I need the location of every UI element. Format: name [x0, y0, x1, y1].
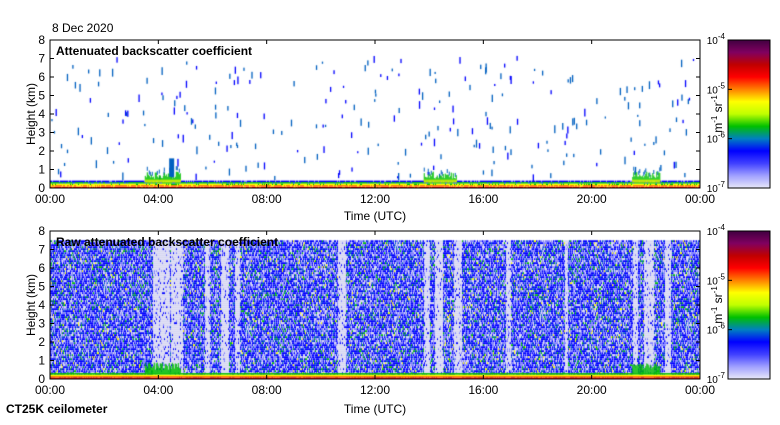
- y-axis-label: Height (km): [24, 83, 38, 145]
- y-tick-label: 5: [38, 280, 45, 294]
- x-axis-ticks: 00:00 04:00 08:00 12:00 16:00 20:00 00:00: [35, 231, 715, 397]
- x-tick-label: 12:00: [360, 383, 390, 397]
- colorbar: 10-4 10-5 10-6 10-7 m-1 sr-1: [707, 32, 771, 195]
- x-tick-label: 04:00: [143, 383, 173, 397]
- heatmap-raster: [50, 40, 700, 188]
- colorbar: 10-4 10-5 10-6 10-7 m-1 sr-1: [707, 223, 771, 386]
- x-tick-label: 00:00: [685, 383, 715, 397]
- colorbar-tick-label: 10-6: [707, 131, 726, 146]
- y-tick-label: 6: [38, 261, 45, 275]
- attenuated-backscatter-panel: 00:00 04:00 08:00 12:00 16:00 20:00 00:00 0 1 2 3…: [24, 32, 771, 223]
- y-tick-label: 6: [38, 70, 45, 84]
- date-label: 8 Dec 2020: [52, 21, 114, 35]
- x-tick-label: 04:00: [143, 192, 173, 206]
- colorbar-unit-label: m-1 sr-1: [710, 95, 725, 133]
- y-tick-label: 8: [38, 33, 45, 47]
- x-axis-label: Time (UTC): [344, 402, 406, 416]
- attenuated-backscatter-heatmap: [50, 40, 700, 188]
- x-axis-label: Time (UTC): [344, 209, 406, 223]
- colorbar-tick-label: 10-5: [707, 272, 726, 287]
- panel-title: Raw attenuated backscatter coefficient: [56, 235, 278, 249]
- x-tick-label: 16:00: [468, 383, 498, 397]
- panel-title: Attenuated backscatter coefficient: [56, 44, 252, 58]
- raw-attenuated-backscatter-heatmap: [50, 231, 700, 379]
- x-tick-label: 00:00: [35, 383, 65, 397]
- y-tick-label: 8: [38, 224, 45, 238]
- y-tick-label: 5: [38, 89, 45, 103]
- colorbar-tick-label: 10-7: [707, 180, 726, 195]
- x-tick-label: 20:00: [577, 383, 607, 397]
- y-axis-ticks: 0 1 2 3 4 5 6 7 8: [38, 33, 700, 195]
- colorbar-tick-label: 10-6: [707, 322, 726, 337]
- colorbar-gradient: [727, 230, 771, 380]
- x-tick-label: 00:00: [685, 192, 715, 206]
- y-tick-label: 4: [38, 107, 45, 121]
- colorbar-tick-label: 10-4: [707, 32, 726, 47]
- colorbar-unit-label: m-1 sr-1: [710, 286, 725, 324]
- heatmap-raster: [50, 231, 700, 379]
- y-tick-label: 7: [38, 243, 45, 257]
- y-tick-label: 1: [38, 163, 45, 177]
- raw-attenuated-backscatter-panel: 00:00 04:00 08:00 12:00 16:00 20:00 00:00 0 1 2 3…: [24, 223, 771, 416]
- x-tick-label: 20:00: [577, 192, 607, 206]
- y-tick-label: 0: [38, 181, 45, 195]
- x-tick-label: 08:00: [252, 192, 282, 206]
- y-tick-label: 4: [38, 298, 45, 312]
- y-tick-label: 1: [38, 354, 45, 368]
- x-tick-label: 00:00: [35, 192, 65, 206]
- y-tick-label: 2: [38, 144, 45, 158]
- colorbar-tick-label: 10-4: [707, 223, 726, 238]
- y-axis-ticks: 0 1 2 3 4 5 6 7 8: [38, 224, 700, 386]
- x-axis-ticks: 00:00 04:00 08:00 12:00 16:00 20:00 00:00: [35, 40, 715, 206]
- y-tick-label: 0: [38, 372, 45, 386]
- y-axis-label: Height (km): [24, 274, 38, 336]
- y-tick-label: 3: [38, 126, 45, 140]
- instrument-label: CT25K ceilometer: [6, 402, 108, 416]
- x-tick-label: 08:00: [252, 383, 282, 397]
- x-tick-label: 16:00: [468, 192, 498, 206]
- y-tick-label: 2: [38, 335, 45, 349]
- colorbar-tick-label: 10-5: [707, 81, 726, 96]
- colorbar-tick-label: 10-7: [707, 371, 726, 386]
- x-tick-label: 12:00: [360, 192, 390, 206]
- y-tick-label: 3: [38, 317, 45, 331]
- y-tick-label: 7: [38, 52, 45, 66]
- colorbar-gradient: [727, 39, 771, 189]
